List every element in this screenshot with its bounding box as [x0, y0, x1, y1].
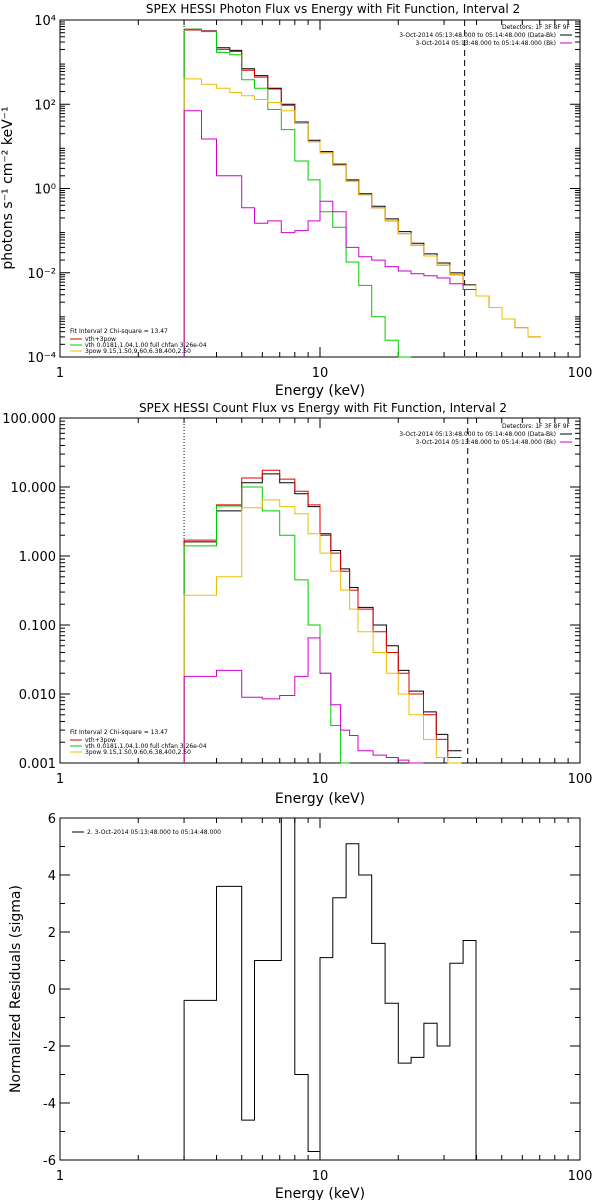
panel2-legend-vth: vth 0.0181,1.04,1.00 full chfan 3.26e-04	[85, 743, 207, 750]
panel2-x-tick-label: 10	[312, 772, 329, 787]
panel1-y-tick-label: 10²	[34, 98, 56, 113]
panel2-plot-area: 1 10 100 0.001 0.010 0.100 1.000 10.000 100.000	[2, 412, 592, 787]
panel1-y-tick-label: 10⁻²	[27, 267, 56, 282]
panel3-ylabel: Normalized Residuals (sigma)	[8, 885, 24, 1093]
panel2-y-tick-label: 0.010	[19, 688, 56, 703]
panel1-series-3pow	[183, 78, 541, 357]
panel3-y-tick-label: 4	[48, 869, 56, 884]
panel1-legend-data-bk: 3-Oct-2014 05:13:48.000 to 05:14:48.000 …	[399, 32, 556, 39]
panel2-y-tick-label: 10.000	[11, 481, 57, 496]
panel1-series-bk	[183, 110, 476, 357]
panel2-series-3pow	[183, 499, 462, 764]
panel2-x-tick-label: 100	[568, 772, 593, 787]
panel1-x-tick-label: 10	[312, 366, 329, 381]
panel1-legend-top-right: Detectors: 1F 3F 8F 9F 3-Oct-2014 05:13:…	[399, 24, 572, 47]
panel2-legend-data-bk: 3-Oct-2014 05:13:48.000 to 05:14:48.000 …	[399, 431, 556, 438]
panel1-legend-bk: 3-Oct-2014 05:13:48.000 to 05:14:48.000 …	[416, 40, 557, 47]
panel1-y-tick-label: 10⁰	[34, 183, 56, 198]
panel3-plot-area: 1 10 100 -6 -4 -2 0 2 4 6	[43, 812, 592, 1184]
panel2-y-tick-label: 1.000	[19, 550, 56, 565]
panel2-legend-top-right: Detectors: 1F 3F 8F 9F 3-Oct-2014 05:13:…	[399, 423, 572, 446]
panel2-series-vth	[183, 486, 350, 764]
panel1-legend-bottom-left: Fit Interval 2 Chi-square = 13.47 vth+3p…	[70, 328, 207, 355]
panel2-y-tick-label: 0.001	[19, 757, 56, 772]
panel2-legend-3pow: 3pow 9.15,1.50,9.60,6.38,400,2.50	[85, 749, 191, 756]
panel3-y-tick-label: -6	[43, 1154, 56, 1169]
panel1-plot-area: 1 10 100 10⁻⁴ 10⁻² 10⁰ 10² 10⁴	[27, 14, 592, 381]
panel3-legend-text: 2. 3-Oct-2014 05:13:48.000 to 05:14:48.0…	[87, 829, 221, 836]
panel2-y-tick-label: 100.000	[2, 412, 56, 427]
panel3-y-tick-label: -4	[43, 1097, 56, 1112]
panel1-legend-vth3pow: vth+3pow	[85, 336, 116, 343]
panel3-y-tick-label: 6	[48, 812, 56, 827]
panel3-legend: 2. 3-Oct-2014 05:13:48.000 to 05:14:48.0…	[72, 829, 221, 836]
panel1-legend-3pow: 3pow 9.15,1.50,9.60,6.38,400,2.50	[85, 348, 191, 355]
panel1-y-tick-label: 10⁻⁴	[27, 351, 56, 366]
panel1-y-tick-label: 10⁴	[34, 14, 56, 29]
panel3-residuals-series	[183, 817, 477, 1160]
panel3-y-tick-label: 0	[48, 983, 56, 998]
panel1-legend-fit: Fit Interval 2 Chi-square = 13.47	[70, 328, 168, 335]
panel2-series-bk	[183, 637, 424, 764]
panel1-ylabel: photons s⁻¹ cm⁻² keV⁻¹	[0, 106, 16, 269]
panel2-y-tick-label: 0.100	[19, 619, 56, 634]
panel3-x-tick-label: 10	[312, 1169, 329, 1184]
panel2-legend-bottom-left: Fit Interval 2 Chi-square = 13.47 vth+3p…	[70, 729, 207, 756]
panel1-series-vth	[183, 28, 412, 358]
panel1-title: SPEX HESSI Photon Flux vs Energy with Fi…	[146, 2, 520, 16]
panel3-x-tick-label: 1	[56, 1169, 64, 1184]
panel1-xlabel: Energy (keV)	[275, 383, 365, 399]
panel1-legend-detectors: Detectors: 1F 3F 8F 9F	[502, 24, 571, 31]
panel3-y-tick-label: -2	[43, 1040, 56, 1055]
panel1-x-tick-label: 100	[568, 366, 593, 381]
panel1-legend-vth: vth 0.0181,1.04,1.00 full chfan 3.26e-04	[85, 342, 207, 349]
panel3-y-tick-label: 2	[48, 926, 56, 941]
panel2-legend-fit: Fit Interval 2 Chi-square = 13.47	[70, 729, 168, 736]
panel2-title: SPEX HESSI Count Flux vs Energy with Fit…	[139, 401, 507, 415]
panel2-xlabel: Energy (keV)	[275, 791, 365, 807]
panel2-legend-detectors: Detectors: 1F 3F 8F 9F	[502, 423, 571, 430]
panel2-legend-bk: 3-Oct-2014 05:13:48.000 to 05:14:48.000 …	[416, 439, 557, 446]
panel3-x-tick-label: 100	[568, 1169, 593, 1184]
panel2-legend-vth3pow: vth+3pow	[85, 737, 116, 744]
panel2-x-tick-label: 1	[56, 772, 64, 787]
panel1-x-tick-label: 1	[56, 366, 64, 381]
panel3-xlabel: Energy (keV)	[275, 1186, 365, 1200]
